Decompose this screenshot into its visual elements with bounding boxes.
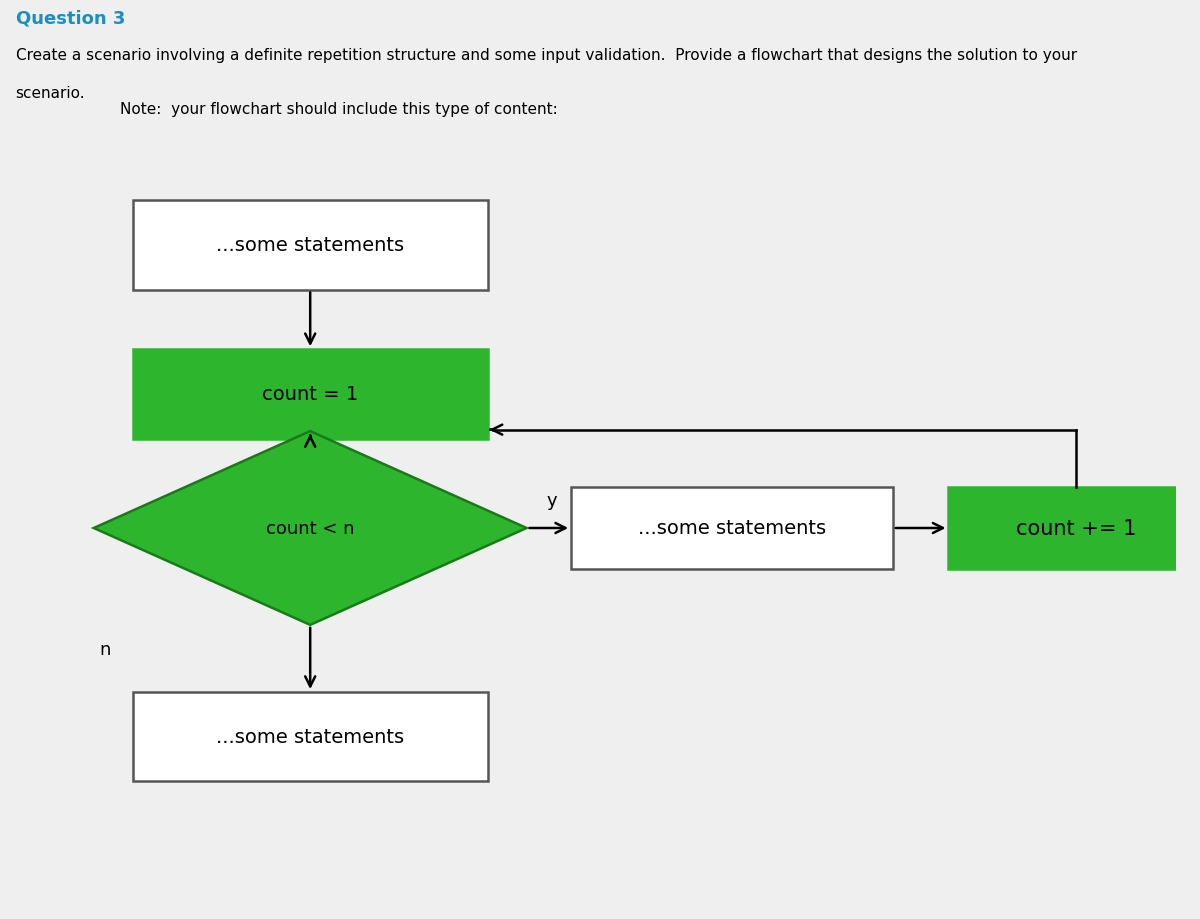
Text: Note:  your flowchart should include this type of content:: Note: your flowchart should include this… <box>120 102 558 117</box>
FancyBboxPatch shape <box>133 201 487 290</box>
Text: n: n <box>100 640 110 658</box>
Polygon shape <box>94 432 527 625</box>
FancyBboxPatch shape <box>133 692 487 781</box>
Text: Create a scenario involving a definite repetition structure and some input valid: Create a scenario involving a definite r… <box>16 48 1076 62</box>
Text: count < n: count < n <box>266 519 354 538</box>
Text: count += 1: count += 1 <box>1016 518 1136 539</box>
Text: Question 3: Question 3 <box>16 9 125 28</box>
Text: ...some statements: ...some statements <box>216 236 404 255</box>
FancyBboxPatch shape <box>571 487 893 570</box>
Text: ...some statements: ...some statements <box>216 727 404 746</box>
Text: count = 1: count = 1 <box>262 385 359 404</box>
Text: ...some statements: ...some statements <box>638 519 826 538</box>
FancyBboxPatch shape <box>948 487 1200 570</box>
Text: y: y <box>547 491 557 509</box>
Text: scenario.: scenario. <box>16 86 85 101</box>
FancyBboxPatch shape <box>133 350 487 439</box>
